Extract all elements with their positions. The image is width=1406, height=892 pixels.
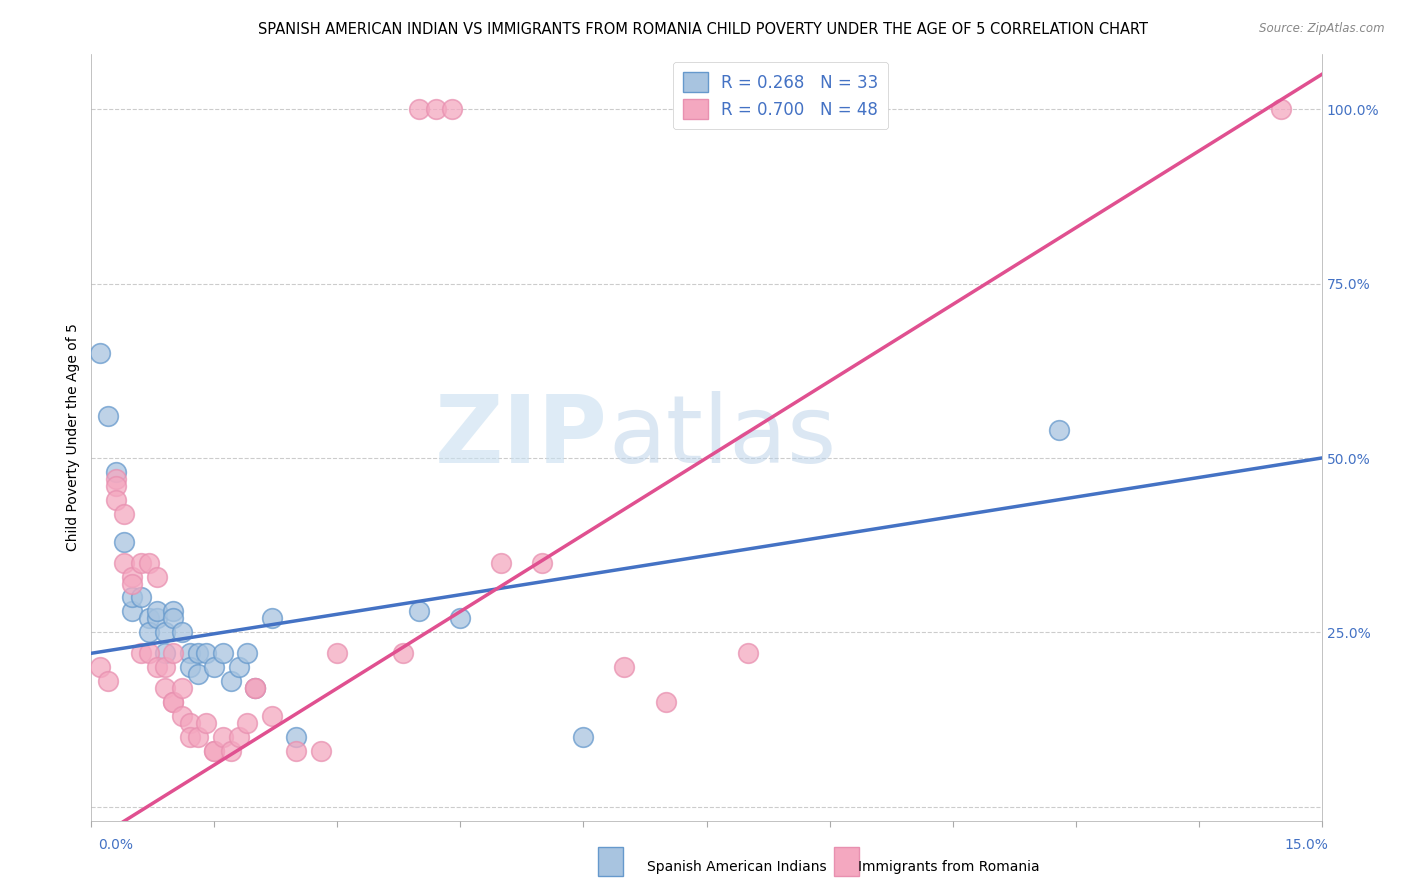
Point [138,646,160,660]
Point [138,556,160,570]
Text: Spanish American Indians: Spanish American Indians [647,860,827,874]
Point [105,465,127,479]
Point [170,625,193,640]
Point [146,604,169,618]
Point [531,556,554,570]
Point [572,730,595,744]
Point [162,611,184,625]
Point [326,646,349,660]
Point [153,660,177,674]
Text: 0.0%: 0.0% [98,838,134,852]
Point [491,556,513,570]
Point [146,660,169,674]
Point [121,576,143,591]
Point [179,646,201,660]
Point [1047,423,1070,437]
Point [97,409,120,424]
Point [153,681,177,695]
Point [179,730,201,744]
Point [121,591,143,605]
Point [179,660,201,674]
Point [1270,103,1292,117]
Point [236,646,259,660]
Point [112,556,135,570]
Point [425,103,447,117]
Point [260,709,283,723]
Point [129,646,152,660]
Point [228,730,250,744]
Point [408,103,430,117]
Point [392,646,415,660]
Point [285,730,308,744]
Point [260,611,283,625]
Point [97,674,120,689]
Point [187,730,209,744]
Point [146,611,169,625]
Point [187,646,209,660]
Point [613,660,636,674]
Point [105,472,127,486]
Point [245,681,267,695]
Point [89,346,111,360]
Point [245,681,267,695]
Text: ZIP: ZIP [436,391,607,483]
Text: Source: ZipAtlas.com: Source: ZipAtlas.com [1260,22,1385,36]
Point [162,695,184,709]
Point [219,744,242,758]
Point [129,556,152,570]
Point [211,646,233,660]
Point [153,646,177,660]
Legend: R = 0.268   N = 33, R = 0.700   N = 48: R = 0.268 N = 33, R = 0.700 N = 48 [672,62,889,129]
Point [112,507,135,521]
Point [449,611,471,625]
Point [245,681,267,695]
Point [121,604,143,618]
Point [162,646,184,660]
Text: Immigrants from Romania: Immigrants from Romania [858,860,1039,874]
Point [211,730,233,744]
Point [195,716,218,731]
Point [309,744,332,758]
Point [228,660,250,674]
Point [112,534,135,549]
Point [138,611,160,625]
Point [441,103,464,117]
Point [179,716,201,731]
Point [737,646,759,660]
Point [236,716,259,731]
Point [202,660,225,674]
Point [121,569,143,583]
Point [219,674,242,689]
Point [138,625,160,640]
Point [408,604,430,618]
Point [187,667,209,681]
Point [105,492,127,507]
Point [654,695,676,709]
Point [153,625,177,640]
Text: 15.0%: 15.0% [1285,838,1329,852]
Point [285,744,308,758]
Point [170,709,193,723]
Point [129,591,152,605]
Point [162,604,184,618]
Point [105,479,127,493]
Point [202,744,225,758]
Text: atlas: atlas [607,391,837,483]
Point [162,695,184,709]
Point [202,744,225,758]
Text: SPANISH AMERICAN INDIAN VS IMMIGRANTS FROM ROMANIA CHILD POVERTY UNDER THE AGE O: SPANISH AMERICAN INDIAN VS IMMIGRANTS FR… [257,22,1149,37]
Y-axis label: Child Poverty Under the Age of 5: Child Poverty Under the Age of 5 [66,323,80,551]
Point [89,660,111,674]
Point [170,681,193,695]
Point [195,646,218,660]
Point [146,569,169,583]
